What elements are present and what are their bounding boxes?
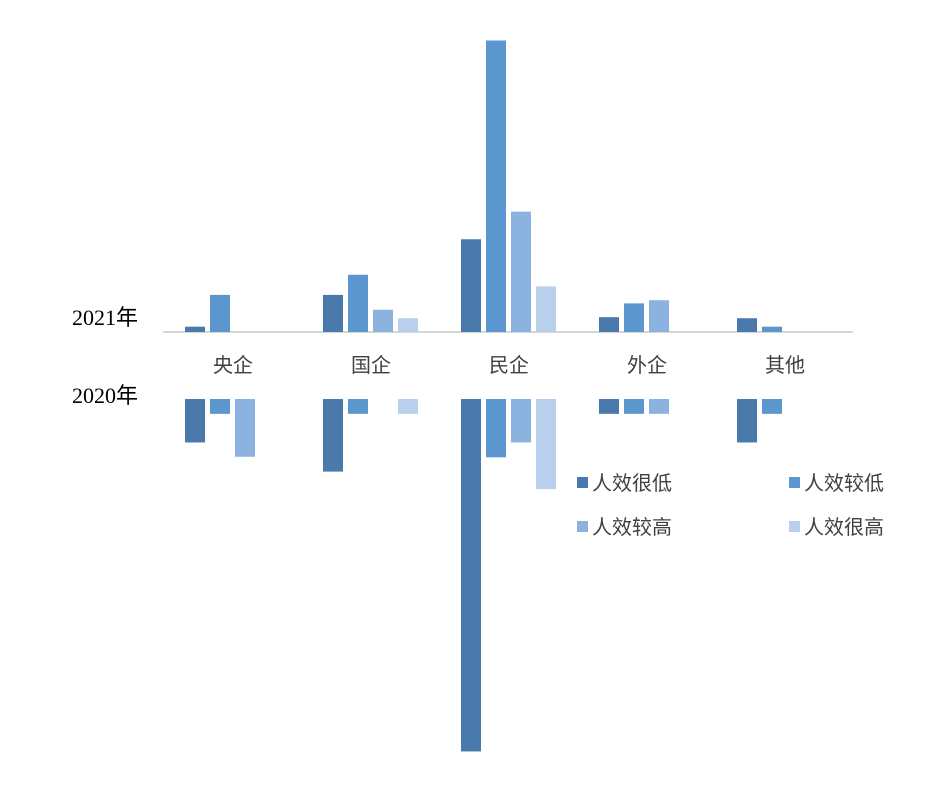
bar-2021年-国企-人效较低 (348, 274, 368, 332)
bar-2021年-民企-人效较高 (511, 211, 531, 332)
legend-swatch (789, 521, 800, 532)
bar-2021年-其他-人效很低 (737, 318, 757, 332)
bar-2020年-外企-人效较低 (624, 399, 644, 414)
bar-2021年-民企-人效很低 (461, 239, 481, 332)
bar-2020年-央企-人效很低 (185, 399, 205, 443)
bar-2020年-国企-人效较低 (348, 399, 368, 414)
bar-2021年-其他-人效较低 (762, 326, 782, 332)
bars-group (185, 40, 782, 752)
bar-2021年-外企-人效很低 (599, 317, 619, 332)
bar-2020年-国企-人效很高 (398, 399, 418, 414)
row-label-2021: 2021年 (72, 305, 138, 330)
bar-2020年-其他-人效很低 (737, 399, 757, 443)
legend-label: 人效较低 (804, 471, 884, 495)
bar-2021年-民企-人效较低 (486, 40, 506, 332)
row-label-2020: 2020年 (72, 383, 138, 408)
bar-2021年-民企-人效很高 (536, 286, 556, 332)
legend-swatch (577, 521, 588, 532)
bar-2020年-央企-人效较高 (235, 399, 255, 457)
bar-2020年-外企-人效很低 (599, 399, 619, 414)
category-label: 民企 (489, 353, 529, 377)
bar-2021年-外企-人效较低 (624, 303, 644, 332)
bar-2020年-国企-人效很低 (323, 399, 343, 472)
category-label: 其他 (765, 353, 805, 377)
bar-2021年-央企-人效很低 (185, 326, 205, 332)
bar-2021年-外企-人效较高 (649, 300, 669, 332)
legend-swatch (789, 477, 800, 488)
bar-2020年-民企-人效较低 (486, 399, 506, 458)
legend-label: 人效很低 (592, 471, 672, 495)
bar-2020年-民企-人效很低 (461, 399, 481, 752)
bar-2020年-央企-人效较低 (210, 399, 230, 414)
legend-label: 人效较高 (592, 515, 672, 539)
category-label: 国企 (351, 353, 391, 377)
bar-2021年-国企-人效很高 (398, 318, 418, 332)
category-labels: 央企 国企 民企 外企 其他 (213, 353, 805, 377)
bar-2020年-其他-人效较低 (762, 399, 782, 414)
bar-2021年-国企-人效很低 (323, 294, 343, 332)
bar-2020年-民企-人效较高 (511, 399, 531, 443)
legend-swatch (577, 477, 588, 488)
category-label: 外企 (627, 353, 667, 377)
bar-2021年-国企-人效较高 (373, 309, 393, 332)
category-label: 央企 (213, 353, 253, 377)
legend-label: 人效很高 (804, 515, 884, 539)
bar-2021年-央企-人效较低 (210, 294, 230, 332)
bar-2020年-外企-人效较高 (649, 399, 669, 414)
bar-2020年-民企-人效很高 (536, 399, 556, 490)
